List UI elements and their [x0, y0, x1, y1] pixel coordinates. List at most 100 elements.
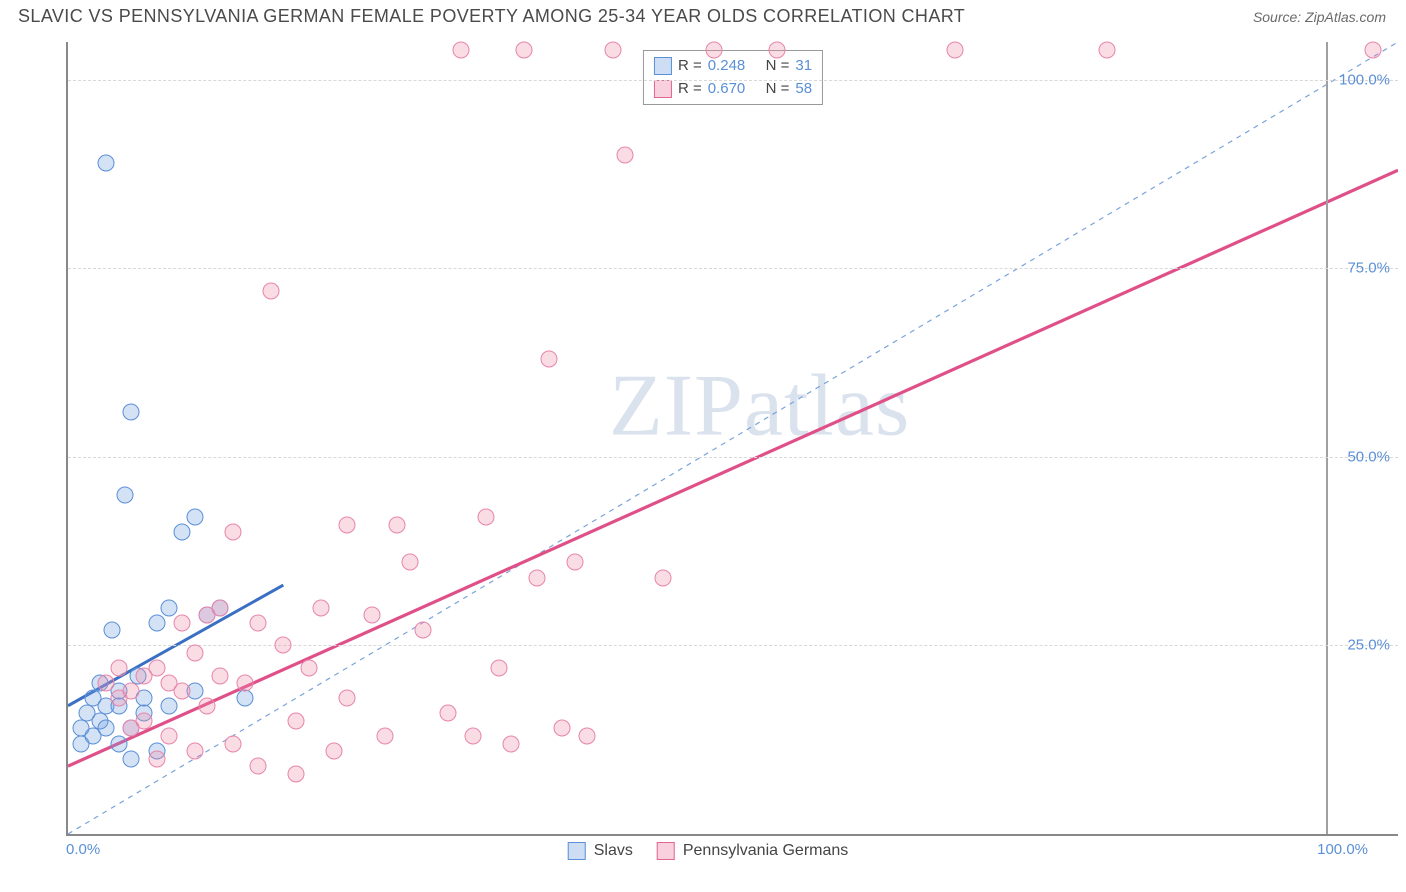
- scatter-point: [389, 516, 406, 533]
- scatter-point: [148, 614, 165, 631]
- scatter-point: [174, 682, 191, 699]
- scatter-point: [123, 750, 140, 767]
- scatter-point: [212, 599, 229, 616]
- scatter-point: [98, 675, 115, 692]
- scatter-point: [123, 682, 140, 699]
- y-tick: 100.0%: [1339, 71, 1390, 88]
- scatter-point: [376, 727, 393, 744]
- scatter-point: [364, 607, 381, 624]
- scatter-point: [566, 554, 583, 571]
- n-value: 58: [795, 78, 812, 101]
- trend-lines-layer: [68, 42, 1398, 834]
- scatter-point: [440, 705, 457, 722]
- gridline: [68, 457, 1398, 458]
- chart-title: SLAVIC VS PENNSYLVANIA GERMAN FEMALE POV…: [18, 6, 965, 27]
- correlation-legend: R = 0.248 N = 31 R = 0.670 N = 58: [643, 50, 823, 105]
- scatter-point: [123, 403, 140, 420]
- scatter-point: [478, 509, 495, 526]
- scatter-point: [946, 41, 963, 58]
- scatter-point: [237, 675, 254, 692]
- scatter-point: [604, 41, 621, 58]
- scatter-point: [117, 486, 134, 503]
- scatter-point: [490, 660, 507, 677]
- right-boundary-line: [1326, 42, 1328, 834]
- scatter-point: [288, 712, 305, 729]
- source-label: Source: ZipAtlas.com: [1253, 9, 1386, 25]
- watermark-zip: ZIP: [609, 358, 744, 455]
- scatter-point: [174, 614, 191, 631]
- legend-item-slavs: Slavs: [568, 842, 633, 860]
- swatch-blue-icon: [654, 57, 672, 75]
- scatter-point: [288, 765, 305, 782]
- x-tick-100: 100.0%: [1317, 841, 1368, 858]
- scatter-point: [338, 516, 355, 533]
- r-label: R =: [678, 78, 702, 101]
- scatter-point: [161, 727, 178, 744]
- swatch-blue-icon: [568, 842, 586, 860]
- scatter-point: [1364, 41, 1381, 58]
- scatter-point: [250, 614, 267, 631]
- legend-label: Slavs: [594, 842, 633, 860]
- scatter-point: [186, 644, 203, 661]
- scatter-point: [465, 727, 482, 744]
- scatter-point: [212, 667, 229, 684]
- scatter-point: [300, 660, 317, 677]
- n-label: N =: [766, 55, 790, 78]
- watermark: ZIPatlas: [609, 356, 910, 457]
- scatter-point: [224, 735, 241, 752]
- scatter-point: [706, 41, 723, 58]
- y-tick: 75.0%: [1347, 260, 1390, 277]
- scatter-point: [186, 509, 203, 526]
- scatter-point: [452, 41, 469, 58]
- scatter-point: [98, 720, 115, 737]
- scatter-point: [275, 637, 292, 654]
- scatter-point: [554, 720, 571, 737]
- y-tick: 25.0%: [1347, 637, 1390, 654]
- n-label: N =: [766, 78, 790, 101]
- scatter-point: [655, 569, 672, 586]
- scatter-point: [313, 599, 330, 616]
- r-label: R =: [678, 55, 702, 78]
- n-value: 31: [795, 55, 812, 78]
- scatter-point: [541, 350, 558, 367]
- legend-row-penn-germans: R = 0.670 N = 58: [654, 78, 812, 101]
- scatter-point: [579, 727, 596, 744]
- chart-container: Female Poverty Among 25-34 Year Olds ZIP…: [18, 42, 1398, 884]
- scatter-point: [161, 599, 178, 616]
- scatter-point: [769, 41, 786, 58]
- scatter-point: [250, 758, 267, 775]
- scatter-point: [503, 735, 520, 752]
- scatter-point: [516, 41, 533, 58]
- scatter-point: [338, 690, 355, 707]
- plot-area: ZIPatlas R = 0.248 N = 31 R = 0.670 N = …: [66, 42, 1398, 836]
- scatter-point: [110, 735, 127, 752]
- scatter-point: [414, 622, 431, 639]
- swatch-pink-icon: [657, 842, 675, 860]
- scatter-point: [148, 750, 165, 767]
- r-value: 0.670: [708, 78, 746, 101]
- scatter-point: [237, 690, 254, 707]
- scatter-point: [148, 660, 165, 677]
- scatter-point: [98, 154, 115, 171]
- scatter-point: [110, 660, 127, 677]
- r-value: 0.248: [708, 55, 746, 78]
- scatter-point: [617, 147, 634, 164]
- watermark-atlas: atlas: [744, 358, 910, 455]
- scatter-point: [262, 282, 279, 299]
- scatter-point: [528, 569, 545, 586]
- x-tick-0: 0.0%: [66, 841, 100, 858]
- scatter-point: [402, 554, 419, 571]
- scatter-point: [224, 524, 241, 541]
- scatter-point: [161, 697, 178, 714]
- legend-item-penn-germans: Pennsylvania Germans: [657, 842, 848, 860]
- legend-row-slavs: R = 0.248 N = 31: [654, 55, 812, 78]
- gridline: [68, 645, 1398, 646]
- scatter-point: [326, 743, 343, 760]
- scatter-point: [199, 697, 216, 714]
- chart-header: SLAVIC VS PENNSYLVANIA GERMAN FEMALE POV…: [0, 0, 1406, 31]
- scatter-point: [136, 712, 153, 729]
- scatter-point: [1098, 41, 1115, 58]
- scatter-point: [104, 622, 121, 639]
- series-legend: Slavs Pennsylvania Germans: [568, 842, 849, 860]
- y-tick: 50.0%: [1347, 448, 1390, 465]
